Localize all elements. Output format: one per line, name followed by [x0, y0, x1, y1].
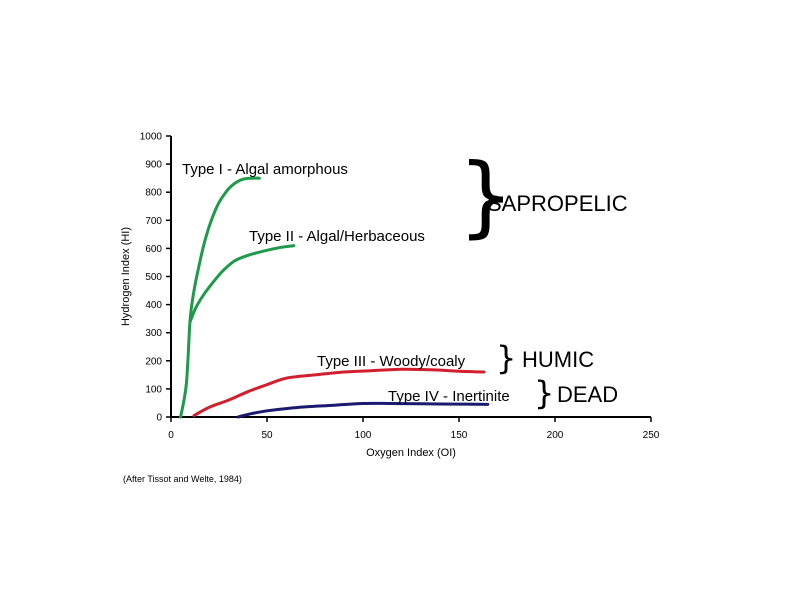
brace-sapropelic: } [458, 144, 514, 247]
x-tick-label: 150 [451, 430, 468, 441]
x-tick-label: 100 [355, 430, 372, 441]
y-tick-label: 100 [145, 384, 162, 395]
x-axis-label: Oxygen Index (OI) [366, 447, 456, 459]
x-tick-label: 250 [643, 430, 660, 441]
y-tick-label: 300 [145, 328, 162, 339]
y-tick-label: 900 [145, 160, 162, 171]
x-tick-label: 0 [168, 430, 174, 441]
x-tick-label: 50 [261, 430, 273, 441]
brace-humic: } [496, 339, 516, 377]
y-tick-label: 400 [145, 300, 162, 311]
axes: 0 100 200 300 400 500 600 700 800 900 1000 0 50 100 15… [120, 132, 660, 460]
group-label-sapropelic: SAPROPELIC [487, 191, 628, 216]
series-line-type-iv [236, 401, 490, 419]
brace-dead: } [534, 374, 554, 412]
y-tick-label: 500 [145, 272, 162, 283]
series-lines [179, 176, 490, 419]
series-label-type-iii: Type III - Woody/coaly [317, 353, 466, 370]
y-tick-label: 200 [145, 356, 162, 367]
y-tick-label: 600 [145, 244, 162, 255]
series-label-type-iv: Type IV - Inertinite [388, 388, 510, 405]
series-line-type-iii [192, 367, 486, 418]
series-label-type-ii: Type II - Algal/Herbaceous [249, 228, 425, 245]
y-tick-label: 800 [145, 188, 162, 199]
series-label-type-i: Type I - Algal amorphous [182, 161, 348, 178]
x-tick-label: 200 [547, 430, 564, 441]
series-line-type-i [179, 176, 261, 419]
source-note: (After Tissot and Welte, 1984) [123, 474, 242, 484]
group-label-dead: DEAD [557, 382, 618, 407]
y-tick-label: 0 [156, 413, 162, 424]
group-label-humic: HUMIC [522, 347, 594, 372]
annotations: Type I - Algal amorphous Type II - Algal/… [182, 144, 628, 412]
series-line-type-ii [188, 244, 296, 323]
y-axis-label: Hydrogen Index (HI) [120, 227, 132, 326]
y-tick-label: 1000 [140, 132, 163, 143]
y-tick-label: 700 [145, 216, 162, 227]
